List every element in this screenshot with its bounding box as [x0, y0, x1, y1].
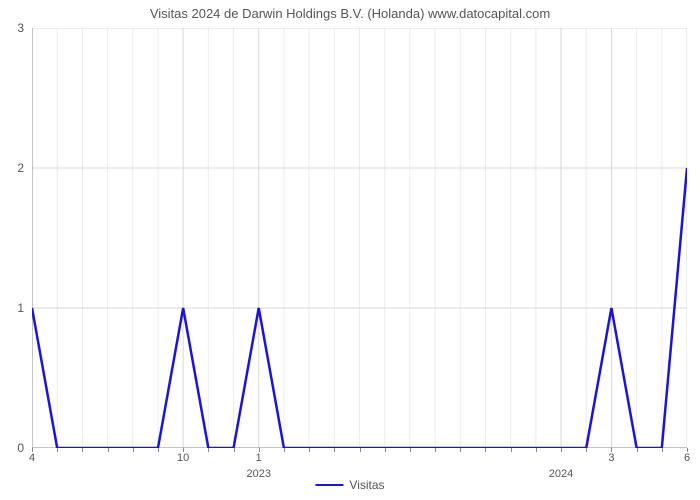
x-axis-tick: [158, 448, 159, 452]
y-axis-tick-label: 3: [17, 21, 24, 35]
legend: Visitas: [315, 478, 384, 492]
x-axis-tick: [208, 448, 209, 452]
x-axis-tick: [108, 448, 109, 452]
x-axis-tick: [435, 448, 436, 452]
x-axis-tick: [637, 448, 638, 452]
x-axis-tick: [536, 448, 537, 452]
x-axis-tick: [82, 448, 83, 452]
x-axis-tick: [133, 448, 134, 452]
chart-title: Visitas 2024 de Darwin Holdings B.V. (Ho…: [0, 0, 700, 21]
x-axis-tick: [485, 448, 486, 452]
legend-label: Visitas: [349, 478, 384, 492]
x-axis-tick: [334, 448, 335, 452]
x-axis-year-label: 2023: [246, 468, 270, 480]
plot-area: 012341013620232024: [32, 28, 687, 448]
y-axis-tick-label: 2: [17, 161, 24, 175]
x-axis-tick-label: 10: [177, 452, 189, 464]
x-axis-tick: [511, 448, 512, 452]
x-axis-tick: [309, 448, 310, 452]
x-axis-tick: [234, 448, 235, 452]
x-axis-tick-label: 6: [684, 452, 690, 464]
x-axis-tick: [57, 448, 58, 452]
x-axis-year-label: 2024: [549, 468, 573, 480]
chart-container: Visitas 2024 de Darwin Holdings B.V. (Ho…: [0, 0, 700, 500]
x-axis-tick: [410, 448, 411, 452]
x-axis-tick-label: 3: [608, 452, 614, 464]
x-axis-tick: [662, 448, 663, 452]
x-axis-tick-label: 4: [29, 452, 35, 464]
x-axis-tick: [561, 448, 562, 452]
x-axis-tick: [360, 448, 361, 452]
legend-line-swatch: [315, 484, 343, 486]
x-axis-tick: [284, 448, 285, 452]
y-axis-tick-label: 0: [17, 441, 24, 455]
y-axis-tick-label: 1: [17, 301, 24, 315]
x-axis-tick: [586, 448, 587, 452]
x-axis-tick: [385, 448, 386, 452]
x-axis-tick-label: 1: [256, 452, 262, 464]
plot-svg: [32, 28, 687, 448]
x-axis-tick: [460, 448, 461, 452]
